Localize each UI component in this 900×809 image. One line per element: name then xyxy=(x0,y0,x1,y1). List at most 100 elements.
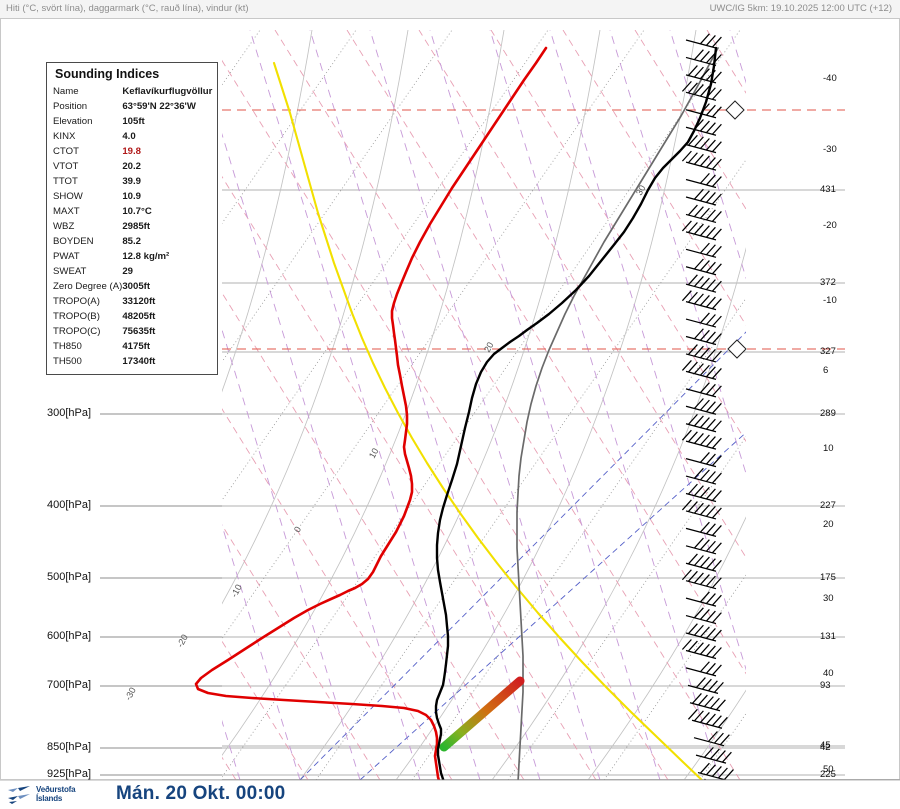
height-label: 175 xyxy=(820,572,836,583)
indices-value: 2985ft xyxy=(122,220,151,232)
wind-barb xyxy=(685,607,722,625)
indices-row: TH850 4175ft xyxy=(53,339,212,354)
wind-barb xyxy=(697,762,734,780)
indices-row: Zero Degree (A) 3005ft xyxy=(53,279,212,294)
indices-row: SWEAT 29 xyxy=(53,264,212,279)
wind-barb xyxy=(681,499,722,520)
wind-barb xyxy=(685,623,722,642)
sounding-indices-table: Name Keflavíkurflugvöllur Position 63°59'N … xyxy=(53,84,212,369)
right-temperature-label: -40 xyxy=(823,73,837,84)
organization-name-line1: Veðurstofa xyxy=(36,785,76,794)
indices-value: 63°59'N 22°36'W xyxy=(122,100,196,112)
indices-key: WBZ xyxy=(53,220,75,232)
wind-barb xyxy=(685,134,722,154)
indices-key: Name xyxy=(53,85,79,97)
wind-barb xyxy=(685,328,722,346)
indices-value: 39.9 xyxy=(122,175,141,187)
wind-barb xyxy=(685,172,722,189)
right-temperature-label: 50 xyxy=(823,764,834,775)
indices-row: BOYDEN 85.2 xyxy=(53,234,212,249)
indices-row: WBZ 2985ft xyxy=(53,219,212,234)
indices-row: TROPO(B) 48205ft xyxy=(53,309,212,324)
wind-barb xyxy=(685,119,722,136)
height-label: 93 xyxy=(820,680,831,691)
wind-barb xyxy=(685,467,722,485)
indices-value: 19.8 xyxy=(122,145,141,157)
skewt-plot-area[interactable]: 30 10 0 -10 -20 -30 20 Sounding Indices Name Ke… xyxy=(0,18,900,803)
indices-key: TTOT xyxy=(53,175,78,187)
indices-key: KINX xyxy=(53,130,76,142)
wind-barb xyxy=(681,150,722,171)
right-temperature-label: 40 xyxy=(823,668,834,679)
indices-key: Zero Degree (A) xyxy=(53,280,123,292)
indices-value: 75635ft xyxy=(122,325,156,337)
indices-key: SWEAT xyxy=(53,265,87,277)
indices-key: MAXT xyxy=(53,205,80,217)
indices-value: 85.2 xyxy=(122,235,141,247)
wind-barb xyxy=(685,382,722,398)
indices-key: VTOT xyxy=(53,160,79,172)
indices-row: Elevation 105ft xyxy=(53,114,212,129)
indices-value: 17340ft xyxy=(122,355,156,367)
mixing-ratio-lines xyxy=(222,30,746,780)
parcel-curve-gray xyxy=(516,47,719,780)
wind-barb xyxy=(685,452,722,468)
height-label: 42 xyxy=(820,742,831,753)
height-label: 227 xyxy=(820,500,836,511)
wind-barb xyxy=(693,731,730,747)
pressure-label: 300[hPa] xyxy=(47,407,92,419)
indices-row: SHOW 10.9 xyxy=(53,189,212,204)
vedurstofa-logo-icon xyxy=(8,786,30,804)
header-bar: Hiti (°C, svört lína), daggarmark (°C, r… xyxy=(0,0,900,19)
wind-barb xyxy=(681,290,722,311)
parcel-curve-yellow xyxy=(272,61,704,780)
indices-value: 105ft xyxy=(122,115,145,127)
height-label: 372 xyxy=(820,277,836,288)
height-label: 45 xyxy=(820,740,831,751)
height-label: 431 xyxy=(820,184,836,195)
wind-barb xyxy=(685,258,722,276)
wind-barb xyxy=(685,103,722,119)
freezing-level-diamond xyxy=(727,339,747,359)
pressure-label: 925[hPa] xyxy=(47,768,92,780)
wind-barb xyxy=(681,429,722,450)
isotherm-lines xyxy=(222,30,746,780)
pressure-label: 700[hPa] xyxy=(47,679,92,691)
wind-barb xyxy=(685,661,722,677)
indices-key: TH850 xyxy=(53,340,82,352)
indices-key: BOYDEN xyxy=(53,235,94,247)
isotherm-label: 0 xyxy=(292,525,303,534)
indices-value: 33120ft xyxy=(122,295,156,307)
indices-key: TROPO(A) xyxy=(53,295,100,307)
wind-barb xyxy=(685,242,722,258)
indices-row: TTOT 39.9 xyxy=(53,174,212,189)
wind-barb xyxy=(685,413,722,433)
wind-barb-column xyxy=(681,33,734,780)
indices-key: TROPO(B) xyxy=(53,310,100,322)
organization-name-line2: Íslands xyxy=(36,793,63,803)
dry-adiabat-lines xyxy=(222,30,746,780)
indices-key: TROPO(C) xyxy=(53,325,101,337)
right-temperature-label: 10 xyxy=(823,443,834,454)
indices-value: Keflavíkurflugvöllur xyxy=(122,85,213,97)
header-right-model-info: UWC/IG 5km: 19.10.2025 12:00 UTC (+12) xyxy=(709,3,892,14)
height-label: 225 xyxy=(820,769,836,780)
wind-barb xyxy=(681,569,722,590)
indices-row: CTOT 19.8 xyxy=(53,144,212,159)
indices-row: TH500 17340ft xyxy=(53,354,212,369)
wind-barb xyxy=(681,80,722,101)
wind-barb xyxy=(687,708,728,729)
wind-barb xyxy=(685,344,722,363)
indices-row: Name Keflavíkurflugvöllur xyxy=(53,84,212,99)
freezing-level-markers xyxy=(725,100,747,359)
indices-key: SHOW xyxy=(53,190,83,202)
indices-value: 12.8 kg/m² xyxy=(122,250,170,262)
blue-reference-lines xyxy=(299,331,746,780)
isotherm-label: 10 xyxy=(367,446,381,460)
pressure-label: 850[hPa] xyxy=(47,741,92,753)
right-temperature-label: -20 xyxy=(823,220,837,231)
indices-value: 20.2 xyxy=(122,160,141,172)
wind-barb xyxy=(685,312,722,328)
indices-row: TROPO(A) 33120ft xyxy=(53,294,212,309)
isotherm-label: 20 xyxy=(482,340,496,354)
